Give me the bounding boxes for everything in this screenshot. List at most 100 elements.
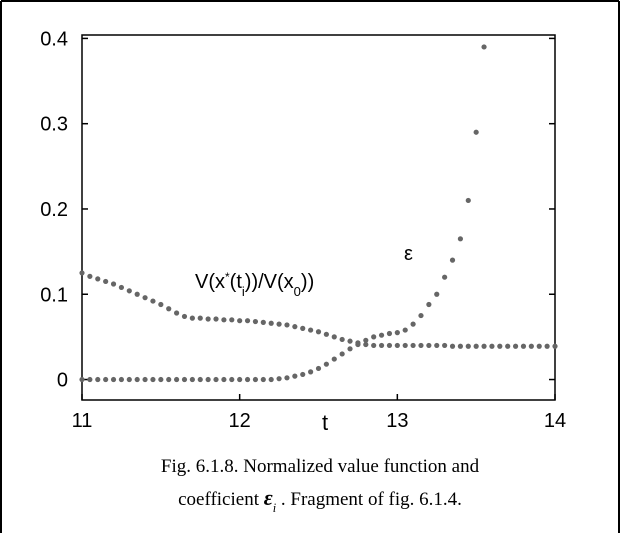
data-point [197,376,203,383]
text-part: )) [301,271,314,293]
data-point [394,342,400,349]
x-tick-label: 11 [72,410,93,432]
data-point [237,318,243,324]
data-point [205,376,211,383]
annotation: V(x*(ti))/V(x0)) [195,270,314,299]
data-point [347,338,353,344]
data-point [142,295,148,301]
data-point [552,343,558,349]
data-point [87,376,93,383]
data-point [95,376,101,383]
data-point [315,329,322,335]
data-point [386,342,393,349]
data-point [103,376,109,383]
data-point [205,316,211,322]
data-point [371,342,377,349]
data-point [150,298,156,304]
x-tick-label: 12 [229,410,251,432]
data-point [284,322,290,328]
data-point [410,342,416,349]
data-point [426,342,432,349]
data-point [402,342,408,349]
data-point [158,376,164,383]
data-point [434,342,440,349]
data-point [418,312,424,319]
text-part: i [242,284,245,299]
text-part: Fig. 6.1.8. Normalized value function an… [161,456,480,477]
data-point [284,375,290,381]
data-point [363,337,369,343]
data-point [260,376,266,383]
text-part: . Fragment of fig. 6.1.4. [276,489,462,510]
data-point [174,376,180,383]
data-point [134,376,140,383]
data-point [449,257,456,263]
text-part: ε [404,243,413,265]
data-point [512,343,519,349]
data-point [473,129,479,135]
data-point [300,371,306,378]
data-point [394,330,400,336]
y-tick-label: 0.2 [40,199,68,221]
data-point [434,291,440,297]
data-point [489,343,495,349]
y-tick-label: 0 [57,370,68,392]
data-point [442,342,448,349]
data-point [449,343,456,349]
x-tick-label: 14 [544,410,566,432]
text-part: V(x [195,271,225,293]
data-point [331,356,337,362]
data-point [331,334,337,340]
data-point [465,197,471,204]
y-tick-label: 0.3 [40,114,68,136]
data-point [457,236,463,242]
text-part: ε [264,486,273,510]
data-point [252,376,259,383]
data-point [418,342,424,349]
data-point [95,276,101,282]
data-point [323,331,329,337]
text-part: ))/V(x [245,271,294,293]
data-point [544,343,550,349]
data-point [308,327,314,333]
data-point [150,376,156,383]
annotation: ε [404,243,413,265]
data-point [378,332,385,338]
data-point [315,365,322,372]
caption-line: coefficient εi . Fragment of fig. 6.1.4. [178,486,462,515]
data-point [371,334,377,340]
data-point [189,315,195,321]
data-point [292,373,298,379]
data-point [87,273,93,279]
data-point [323,361,329,367]
data-point [536,343,542,349]
text-part: (t [230,271,243,293]
data-point [481,343,487,349]
y-tick-label: 0.1 [40,284,68,306]
data-point [402,327,408,333]
data-point [229,317,235,323]
caption-line: Fig. 6.1.8. Normalized value function an… [161,456,480,477]
data-point [166,376,172,383]
data-point [134,291,140,297]
data-point [110,376,117,383]
data-point [118,284,125,291]
data-point [260,319,266,325]
data-point [221,376,227,383]
data-point [126,376,132,383]
data-point [497,343,503,349]
data-point [520,343,527,349]
plot-area [81,34,556,401]
data-point [103,278,109,285]
data-point [347,346,353,352]
data-point [442,274,448,280]
text-part: i [273,501,277,515]
data-point [142,376,148,383]
y-tick-label: 0.4 [40,28,68,50]
data-point [213,316,219,322]
data-point [481,44,487,50]
data-point [244,318,251,324]
data-point [378,342,385,349]
x-tick-label: 13 [386,410,408,432]
data-point [229,376,235,383]
